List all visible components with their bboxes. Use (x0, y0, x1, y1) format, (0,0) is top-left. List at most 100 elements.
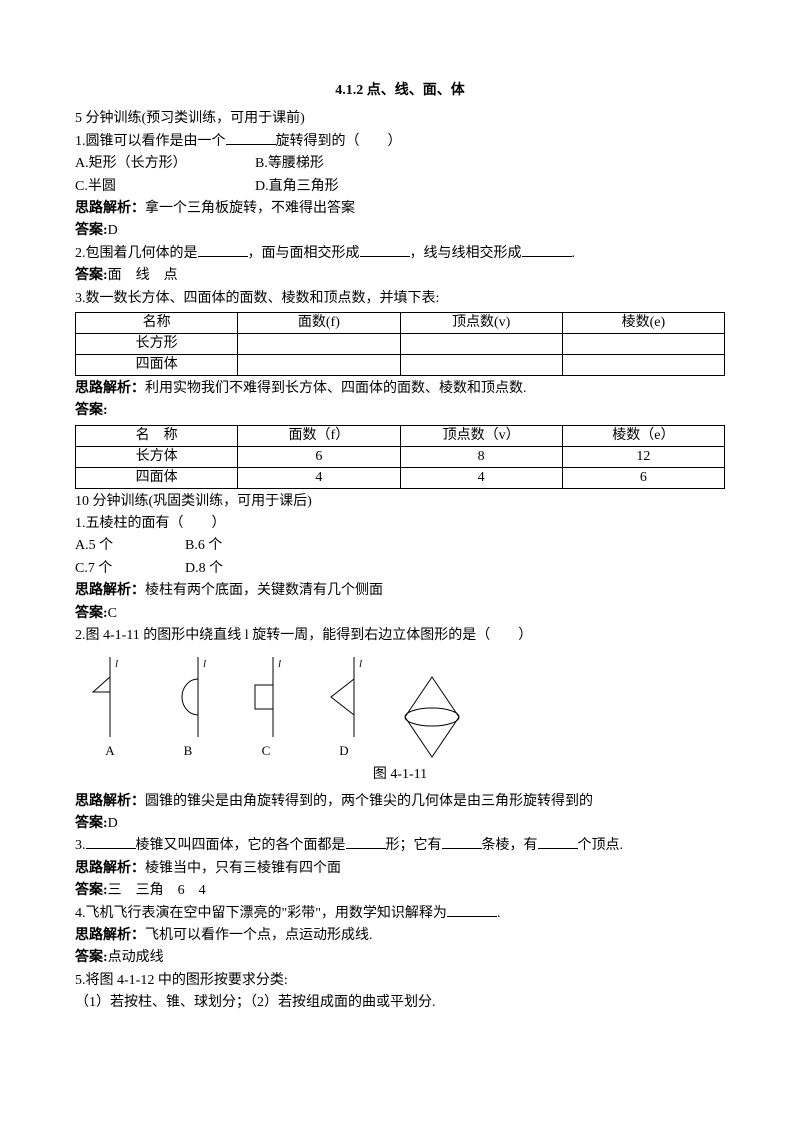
q2-stem: 2.包围着几何体的是，面与面相交形成，线与线相交形成. (75, 243, 725, 265)
p1-opt-d: D.8 个 (185, 558, 295, 580)
cell (238, 354, 400, 375)
q2-pre: 2.包围着几何体的是 (75, 246, 198, 261)
cell: 4 (238, 467, 400, 488)
p1-analysis: 思路解析：棱柱有两个底面，关键数清有几个侧面 (75, 580, 725, 602)
p3-answer: 答案:三 三角 6 4 (75, 880, 725, 902)
analysis-text: 棱柱有两个底面，关键数清有几个侧面 (145, 583, 383, 598)
cell: 6 (238, 446, 400, 467)
p3-t3: 条棱，有 (482, 838, 538, 853)
q1-analysis: 思路解析：拿一个三角板旋转，不难得出答案 (75, 198, 725, 220)
cell (400, 354, 562, 375)
table-row: 长方形 (76, 333, 725, 354)
th-faces: 面数（f） (238, 425, 400, 446)
cell: 8 (400, 446, 562, 467)
cell (238, 333, 400, 354)
analysis-label: 思路解析： (75, 583, 145, 598)
p3-t2: 形；它有 (386, 838, 442, 853)
analysis-text: 利用实物我们不难得到长方体、四面体的面数、棱数和顶点数. (145, 381, 527, 396)
rotation-shape-d-icon: l (319, 657, 369, 737)
p3-t1: 棱锥又叫四面体，它的各个面都是 (136, 838, 346, 853)
p4-analysis: 思路解析：飞机可以看作一个点，点运动形成线. (75, 925, 725, 947)
table-row: 四面体 4 4 6 (76, 467, 725, 488)
blank (522, 243, 572, 257)
cell: 长方体 (76, 446, 238, 467)
th-name: 名 称 (76, 425, 238, 446)
answer-label: 答案: (75, 883, 108, 898)
analysis-text: 圆锥的锥尖是由角旋转得到的，两个锥尖的几何体是由三角形旋转得到的 (145, 794, 593, 809)
blank (360, 243, 410, 257)
th-faces: 面数(f) (238, 312, 400, 333)
blank (447, 903, 497, 917)
th-verts: 顶点数(v) (400, 312, 562, 333)
analysis-label: 思路解析： (75, 201, 145, 216)
table-row: 名 称 面数（f） 顶点数（v） 棱数（e） (76, 425, 725, 446)
q1-opt-c: C.半圆 (75, 176, 255, 198)
analysis-text: 飞机可以看作一个点，点运动形成线. (145, 928, 373, 943)
th-name: 名称 (76, 312, 238, 333)
section-5min: 5 分钟训练(预习类训练，可用于课前) (75, 108, 725, 130)
fig-a: l A (85, 657, 135, 762)
p1-opt-b: B.6 个 (185, 535, 295, 557)
p3-analysis: 思路解析：棱锥当中，只有三棱锥有四个面 (75, 858, 725, 880)
cell: 长方形 (76, 333, 238, 354)
q1-stem-tail: 旋转得到的（ ） (276, 134, 402, 149)
fig-a-label: A (105, 741, 114, 762)
rotation-shape-b-icon: l (163, 657, 213, 737)
cell: 6 (562, 467, 724, 488)
q2-mid2: ，线与线相交形成 (410, 246, 522, 261)
fig-solid (397, 672, 467, 762)
p4-pre: 4.飞机飞行表演在空中留下漂亮的"彩带"，用数学知识解释为 (75, 906, 447, 921)
q3-analysis: 思路解析：利用实物我们不难得到长方体、四面体的面数、棱数和顶点数. (75, 378, 725, 400)
th-verts: 顶点数（v） (400, 425, 562, 446)
q1-opt-d: D.直角三角形 (255, 176, 339, 198)
q1-stem-pre: 1.圆锥可以看作是由一个 (75, 134, 226, 149)
blank (442, 835, 482, 849)
blank (538, 835, 578, 849)
p1-opt-a: A.5 个 (75, 535, 185, 557)
analysis-label: 思路解析： (75, 381, 145, 396)
cell (562, 354, 724, 375)
p4-stem: 4.飞机飞行表演在空中留下漂亮的"彩带"，用数学知识解释为. (75, 903, 725, 925)
table-row: 长方体 6 8 12 (76, 446, 725, 467)
p3-stem: 3.棱锥又叫四面体，它的各个面都是形；它有条棱，有个顶点. (75, 835, 725, 857)
cell: 四面体 (76, 467, 238, 488)
page-title: 4.1.2 点、线、面、体 (75, 80, 725, 102)
fig-b-label: B (184, 741, 193, 762)
q1-opt-a: A.矩形（长方形） (75, 153, 255, 175)
svg-text:l: l (203, 658, 206, 670)
q1-opt-b: B.等腰梯形 (255, 153, 324, 175)
p2-stem: 2.图 4-1-11 的图形中绕直线 l 旋转一周，能得到右边立体图形的是（ ） (75, 625, 725, 647)
q2-answer: 答案:面 线 点 (75, 265, 725, 287)
svg-text:l: l (359, 658, 362, 670)
table-row: 名称 面数(f) 顶点数(v) 棱数(e) (76, 312, 725, 333)
q2-tail: . (572, 246, 576, 261)
cell: 4 (400, 467, 562, 488)
rotation-shape-a-icon: l (85, 657, 135, 737)
svg-text:l: l (278, 658, 281, 670)
answer-label: 答案: (75, 223, 108, 238)
q1-answer: 答案:D (75, 220, 725, 242)
blank (86, 835, 136, 849)
table-row: 四面体 (76, 354, 725, 375)
th-edges: 棱数（e） (562, 425, 724, 446)
svg-text:l: l (115, 658, 118, 670)
q1-opts-row2: C.半圆 D.直角三角形 (75, 176, 725, 198)
q3-table-blank: 名称 面数(f) 顶点数(v) 棱数(e) 长方形 四面体 (75, 312, 725, 376)
p1-opt-c: C.7 个 (75, 558, 185, 580)
cell (400, 333, 562, 354)
p3-pre: 3. (75, 838, 86, 853)
analysis-text: 棱锥当中，只有三棱锥有四个面 (145, 861, 341, 876)
analysis-text: 拿一个三角板旋转，不难得出答案 (145, 201, 355, 216)
answer-text: D (108, 816, 118, 831)
answer-text: D (108, 223, 118, 238)
p4-answer: 答案:点动成线 (75, 947, 725, 969)
fig-d: l D (319, 657, 369, 762)
fig-b: l B (163, 657, 213, 762)
answer-label: 答案: (75, 816, 108, 831)
fig-d-label: D (339, 741, 348, 762)
blank (226, 131, 276, 145)
answer-label: 答案: (75, 268, 108, 283)
q1-stem: 1.圆锥可以看作是由一个 旋转得到的（ ） (75, 131, 725, 153)
q3-answer-label: 答案: (75, 400, 725, 422)
analysis-label: 思路解析： (75, 928, 145, 943)
